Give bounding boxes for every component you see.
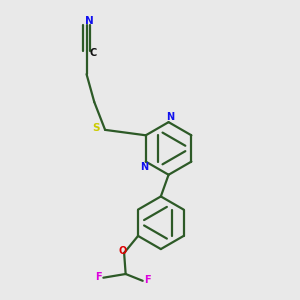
Text: O: O	[118, 246, 127, 256]
Text: N: N	[140, 162, 148, 172]
Text: F: F	[144, 275, 151, 285]
Text: C: C	[90, 48, 97, 59]
Text: N: N	[166, 112, 174, 122]
Text: N: N	[85, 16, 94, 26]
Text: S: S	[93, 123, 100, 133]
Text: F: F	[95, 272, 102, 282]
